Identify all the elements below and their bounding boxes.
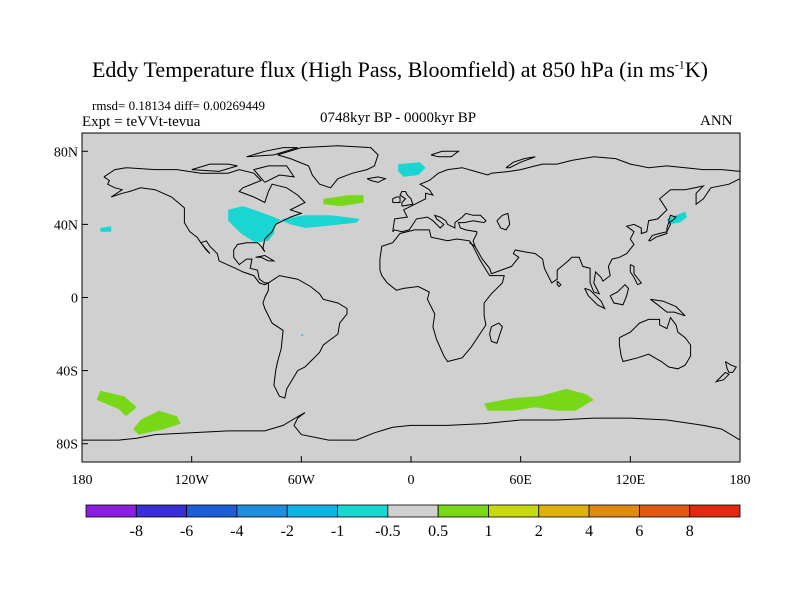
colorbar-label-4: -1 [331, 523, 344, 540]
colorbar-label-0: -8 [130, 523, 143, 540]
anomaly-region-0 [228, 206, 360, 243]
colorbar-swatch-9 [538, 504, 590, 518]
y-tick-label-4: 80S [56, 438, 78, 453]
colorbar-label-9: 4 [585, 523, 593, 540]
x-tick-label-0: 180 [72, 473, 93, 488]
colorbar-swatch-6 [387, 504, 439, 518]
colorbar-swatch-2 [186, 504, 238, 518]
y-tick-label-3: 40S [56, 365, 78, 380]
coastline-layer [82, 145, 740, 441]
coastline-8 [82, 412, 740, 441]
x-tick-label-5: 120E [616, 473, 646, 488]
x-tick-label-6: 180 [730, 473, 751, 488]
anomaly-region-1 [323, 195, 364, 207]
colorbar-swatch-0 [85, 504, 137, 518]
coastline-19 [505, 156, 536, 169]
coastline-6 [469, 242, 476, 247]
colorbar-label-11: 8 [686, 523, 694, 540]
anomaly-region-8 [301, 334, 304, 336]
coastline-25 [629, 264, 643, 286]
anomaly-region-6 [133, 410, 181, 435]
colorbar-label-3: -2 [281, 523, 294, 540]
coastline-20 [496, 212, 511, 231]
anomaly-region-7 [484, 388, 594, 411]
title-superscript: -1 [674, 57, 685, 72]
coastline-16 [724, 361, 738, 373]
title-prefix: Eddy Temperature flux (High Pass, Bloomf… [91, 57, 675, 82]
coastline-14 [609, 283, 630, 306]
colorbar-label-6: 0.5 [428, 523, 448, 540]
colorbar-swatch-10 [588, 504, 640, 518]
coastline-26 [556, 280, 562, 288]
coastline-7 [618, 316, 692, 370]
colorbar-label-5: -0.5 [375, 523, 400, 540]
colorbar-label-1: -6 [180, 523, 193, 540]
y-tick-label-2: 0 [71, 292, 78, 307]
anomaly-region-2 [398, 162, 426, 177]
colorbar: -8 -6 -4 -2 -1 -0.5 0.5 1 2 4 6 8 [85, 504, 741, 540]
colorbar-swatch-8 [488, 504, 540, 518]
chart-title: Eddy Temperature flux (High Pass, Bloomf… [0, 57, 800, 83]
colorbar-label-10: 6 [635, 523, 643, 540]
coastline-21 [252, 165, 296, 183]
season-label: ANN [700, 113, 733, 129]
colorbar-swatch-4 [286, 504, 338, 518]
colorbar-swatch-12 [689, 504, 741, 518]
anomaly-region-3 [100, 226, 112, 232]
x-tick-label-3: 0 [408, 473, 415, 488]
coastline-17 [714, 371, 730, 383]
stats-line: rmsd= 0.18134 diff= 0.00269449 [92, 98, 265, 113]
colorbar-label-8: 2 [535, 523, 543, 540]
colorbar-swatch-3 [236, 504, 288, 518]
coastline-1 [277, 145, 379, 189]
coastline-12 [648, 214, 677, 242]
coastline-5 [489, 322, 503, 344]
coastline-3 [392, 156, 740, 295]
coastline-23 [246, 147, 298, 158]
x-tick-label-1: 120W [175, 473, 210, 488]
colorbar-swatch-7 [437, 504, 489, 518]
coastline-15 [650, 298, 686, 317]
x-axis: 180 120W 60W 0 60E 120E 180 [72, 456, 751, 488]
period-label: 0748kyr BP - 0000kyr BP [320, 110, 477, 126]
experiment-label: Expt = teVVt-tevua [82, 114, 201, 130]
anomaly-layer [96, 162, 687, 435]
coastline-13 [584, 287, 606, 310]
coastline-11 [366, 176, 387, 183]
coastline-0 [103, 167, 306, 286]
coastline-22 [191, 163, 238, 172]
coastline-18 [430, 150, 460, 158]
y-tick-label-0: 80N [54, 145, 78, 160]
title-suffix: K) [684, 57, 708, 82]
y-axis: 80N 40N 0 40S 80S [54, 145, 88, 453]
coastline-2 [262, 275, 348, 399]
map-background [82, 133, 740, 462]
x-tick-label-4: 60E [509, 473, 532, 488]
anomaly-region-5 [96, 390, 137, 417]
colorbar-swatch-1 [135, 504, 188, 518]
y-tick-label-1: 40N [54, 218, 78, 233]
colorbar-swatch-11 [638, 504, 691, 518]
colorbar-label-7: 1 [484, 523, 492, 540]
colorbar-swatch-5 [337, 504, 389, 518]
coastline-9 [399, 191, 414, 207]
coastline-24 [255, 254, 276, 262]
x-tick-label-2: 60W [288, 473, 316, 488]
coastline-10 [392, 196, 401, 203]
colorbar-label-2: -4 [230, 523, 243, 540]
coastline-4 [379, 229, 505, 363]
